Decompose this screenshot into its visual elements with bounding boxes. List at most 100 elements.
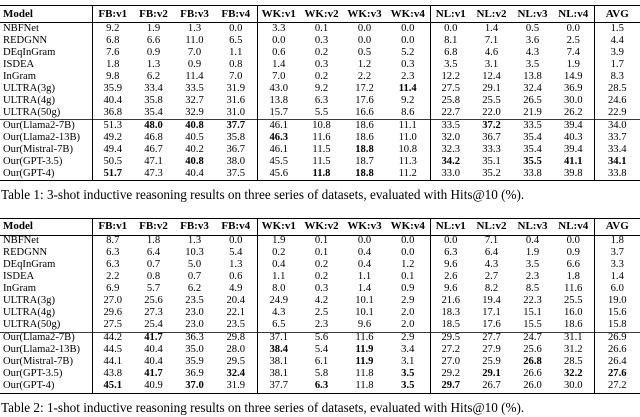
value-cell: 31.9 bbox=[215, 380, 258, 394]
value-cell: 11.4 bbox=[386, 83, 431, 95]
value-cell: 9.2 bbox=[106, 22, 120, 34]
value-cell: 6.3 bbox=[314, 95, 329, 106]
value-cell: 11.0 bbox=[386, 132, 431, 144]
value-cell: 32.3 bbox=[441, 144, 461, 155]
value-cell: 17.1 bbox=[482, 307, 501, 319]
value-cell: 11.5 bbox=[312, 144, 331, 155]
value-cell: 1.4 bbox=[484, 22, 499, 34]
value-cell: 4.9 bbox=[215, 283, 258, 296]
value-cell: 29.8 bbox=[215, 331, 258, 345]
value-cell: 35.9 bbox=[185, 356, 204, 368]
value-cell: 44.1 bbox=[103, 356, 123, 368]
value-cell: 39.4 bbox=[553, 119, 595, 132]
table-row: Our(Mistral-7B) 49.4 46.7 40.2 36.7 46.1 11.5 1… bbox=[0, 144, 640, 156]
value-cell: 26.5 bbox=[523, 95, 542, 106]
value-cell: 5.5 bbox=[314, 107, 329, 118]
value-cell: 2.3 bbox=[525, 271, 540, 283]
value-cell: 2.3 bbox=[386, 71, 431, 83]
value-cell: 8.0 bbox=[272, 283, 286, 295]
value-cell: 1.9 bbox=[525, 247, 540, 259]
value-cell: 2.9 bbox=[386, 295, 431, 308]
column-header: FB:v3 bbox=[174, 218, 215, 236]
value-cell: 1.3 bbox=[187, 235, 202, 247]
value-cell: 18.6 bbox=[553, 319, 595, 333]
value-cell: 6.5 bbox=[272, 319, 286, 331]
value-cell: 38.4 bbox=[269, 344, 289, 356]
table-row: ULTRA(50g) 36.8 35.4 32.9 31.0 15.7 5.5 16.6 8.6… bbox=[0, 107, 640, 120]
value-cell: 40.8 bbox=[174, 119, 215, 132]
column-header: FB:v3 bbox=[174, 5, 215, 23]
value-cell: 3.1 bbox=[386, 356, 431, 369]
value-cell: 29.5 bbox=[215, 356, 258, 369]
value-cell: 33.0 bbox=[441, 168, 461, 179]
value-cell: 44.2 bbox=[92, 331, 133, 345]
value-cell: 3.5 bbox=[525, 259, 540, 271]
value-cell: 0.9 bbox=[386, 283, 431, 296]
value-cell: 6.6 bbox=[553, 259, 595, 272]
value-cell: 6.3 bbox=[106, 247, 120, 259]
value-cell: 35.8 bbox=[215, 132, 258, 144]
value-cell: 35.2 bbox=[482, 168, 501, 179]
value-cell: 40.3 bbox=[553, 132, 595, 144]
value-cell: 7.0 bbox=[187, 47, 202, 58]
value-cell: 40.8 bbox=[185, 156, 204, 167]
value-cell: 31.6 bbox=[215, 95, 258, 107]
model-name-cell: ULTRA(3g) bbox=[0, 83, 93, 95]
value-cell: 1.1 bbox=[357, 271, 372, 283]
column-header: WK:v2 bbox=[300, 5, 343, 23]
value-cell: 3.5 bbox=[525, 59, 540, 70]
value-cell: 0.9 bbox=[187, 59, 202, 70]
value-cell: 12.2 bbox=[441, 71, 461, 82]
value-cell: 27.2 bbox=[441, 344, 461, 356]
value-cell: 25.5 bbox=[482, 95, 501, 106]
column-header: WK:v2 bbox=[300, 218, 343, 236]
value-cell: 1.9 bbox=[272, 235, 286, 247]
value-cell: 6.3 bbox=[106, 259, 120, 271]
table-row: Our(GPT-3.5) 43.8 41.7 36.9 32.4 38.1 5.8 11.8 3… bbox=[0, 368, 640, 381]
table-row: REDGNN 6.3 6.4 10.3 5.4 0.2 0.1 0.4 0.0 6.3 6.4 1.9… bbox=[0, 247, 640, 260]
value-cell: 18.3 bbox=[441, 307, 461, 319]
value-cell: 41.7 bbox=[133, 331, 174, 345]
table-row: ULTRA(3g) 35.9 33.4 33.5 31.9 43.0 9.2 17.2 11.4… bbox=[0, 83, 640, 95]
table-row: Our(Llama2-7B) 51.3 48.0 40.8 37.7 46.1 10.8 18… bbox=[0, 119, 640, 132]
value-cell: 24.9 bbox=[269, 295, 289, 307]
value-cell: 15.1 bbox=[523, 307, 542, 319]
value-cell: 6.2 bbox=[146, 71, 161, 82]
value-cell: 8.6 bbox=[386, 107, 431, 120]
value-cell: 41.1 bbox=[553, 156, 595, 168]
column-header: NL:v4 bbox=[553, 218, 595, 236]
value-cell: 46.3 bbox=[269, 132, 289, 143]
value-cell: 49.4 bbox=[103, 144, 123, 155]
results-table-3shot: Model FB:v1 FB:v2 FB:v3 FB:v4 WK:v1 WK:v2 WK:v3… bbox=[0, 5, 640, 181]
value-cell: 1.3 bbox=[146, 59, 161, 70]
value-cell: 22.7 bbox=[441, 107, 461, 118]
value-cell: 27.5 bbox=[103, 319, 123, 331]
value-cell: 0.0 bbox=[386, 247, 431, 260]
value-cell: 2.5 bbox=[314, 307, 329, 319]
value-cell: 10.3 bbox=[185, 247, 204, 259]
table-row: NBFNet 9.2 1.9 1.3 0.0 3.3 0.1 0.0 0.0 0.0 1.4 0.5 0… bbox=[0, 22, 640, 35]
value-cell: 47.3 bbox=[144, 168, 163, 179]
value-cell: 37.5 bbox=[215, 168, 258, 181]
value-cell: 28.5 bbox=[553, 356, 595, 369]
column-header: WK:v1 bbox=[257, 218, 300, 236]
value-cell: 0.6 bbox=[215, 271, 258, 284]
column-header: FB:v1 bbox=[92, 5, 133, 23]
value-cell: 32.9 bbox=[185, 107, 204, 118]
column-header: Model bbox=[0, 218, 93, 236]
value-cell: 11.9 bbox=[355, 356, 374, 368]
value-cell: 0.1 bbox=[314, 22, 329, 34]
header-row: Model FB:v1 FB:v2 FB:v3 FB:v4 WK:v1 WK:v2 WK:v3… bbox=[0, 218, 640, 236]
value-cell: 33.4 bbox=[607, 144, 627, 155]
value-cell: 4.3 bbox=[525, 47, 540, 58]
value-cell: 37.7 bbox=[269, 380, 289, 392]
value-cell: 23.5 bbox=[215, 319, 258, 333]
value-cell: 37.7 bbox=[215, 119, 258, 132]
value-cell: 26.2 bbox=[553, 107, 595, 120]
value-cell: 8.3 bbox=[610, 71, 624, 82]
value-cell: 6.8 bbox=[444, 47, 458, 58]
value-cell: 5.4 bbox=[215, 247, 258, 260]
value-cell: 21.9 bbox=[523, 107, 542, 118]
value-cell: 3.4 bbox=[386, 344, 431, 357]
value-cell: 32.4 bbox=[523, 83, 542, 94]
